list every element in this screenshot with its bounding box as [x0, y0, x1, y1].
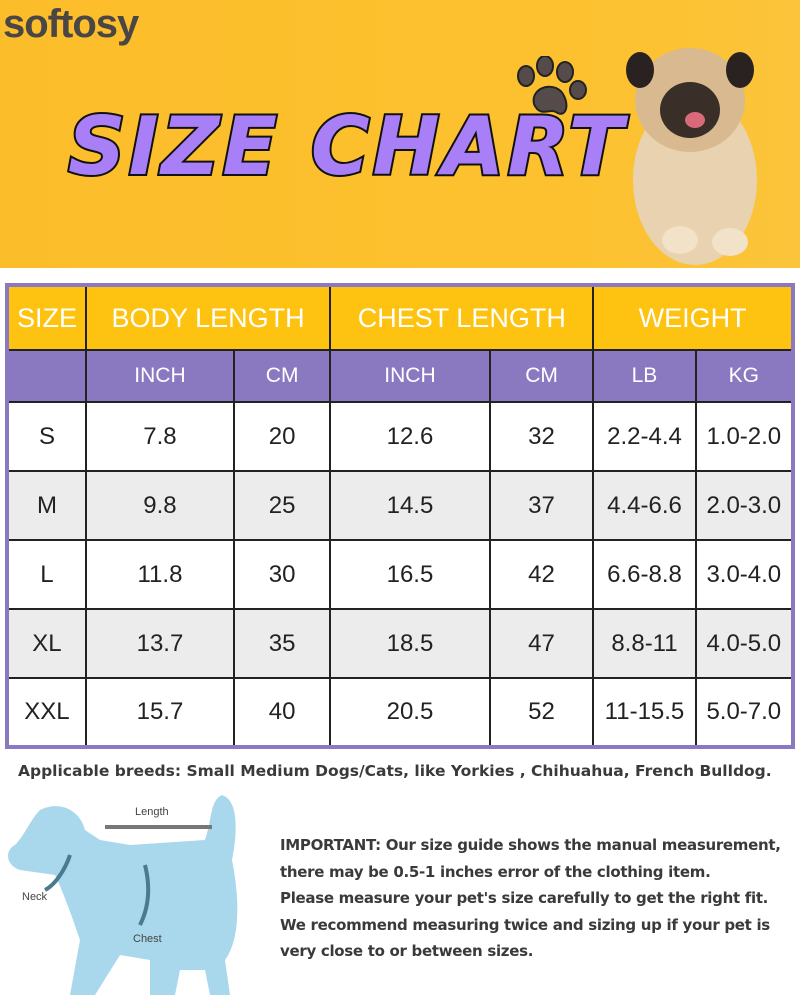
size-table: SIZE BODY LENGTH CHEST LENGTH WEIGHT INC… — [5, 283, 795, 749]
size-cell: XXL — [6, 677, 87, 748]
value-cell: 7.8 — [84, 401, 236, 472]
neck-label: Neck — [22, 891, 48, 903]
table-row: XL 13.7 35 18.5 47 8.8-11 4.0-5.0 — [6, 608, 795, 679]
value-cell: 18.5 — [329, 608, 491, 679]
unit-header: INCH — [84, 349, 236, 403]
note-line: very close to or between sizes. — [280, 942, 534, 960]
value-cell: 1.0-2.0 — [694, 401, 795, 472]
size-cell: S — [6, 401, 87, 472]
value-cell: 30 — [232, 539, 332, 610]
banner: softosy SIZE CHART — [0, 0, 800, 268]
note-line: We recommend measuring twice and sizing … — [280, 915, 770, 934]
value-cell: 20 — [232, 401, 332, 472]
value-cell: 2.0-3.0 — [694, 470, 795, 541]
value-cell: 15.7 — [84, 677, 236, 748]
header-chest-length: CHEST LENGTH — [329, 284, 595, 351]
value-cell: 52 — [488, 677, 595, 748]
header-weight: WEIGHT — [592, 284, 794, 351]
value-cell: 32 — [488, 401, 595, 472]
size-cell: L — [6, 539, 87, 610]
note-line: there may be 0.5-1 inches error of the c… — [280, 862, 711, 881]
unit-header: CM — [488, 349, 595, 403]
note-line: IMPORTANT: Our size guide shows the manu… — [280, 836, 781, 854]
value-cell: 6.6-8.8 — [592, 539, 697, 610]
value-cell: 14.5 — [329, 470, 491, 541]
value-cell: 16.5 — [329, 539, 491, 610]
unit-blank — [6, 349, 87, 403]
header-body-length: BODY LENGTH — [84, 284, 332, 351]
important-note: IMPORTANT: Our size guide shows the manu… — [280, 832, 781, 965]
value-cell: 11.8 — [84, 539, 236, 610]
value-cell: 20.5 — [329, 677, 491, 748]
table-row: S 7.8 20 12.6 32 2.2-4.4 1.0-2.0 — [6, 401, 795, 472]
value-cell: 11-15.5 — [592, 677, 697, 748]
note-line: Please measure your pet's size carefully… — [280, 889, 769, 907]
header-size: SIZE — [6, 284, 87, 351]
value-cell: 25 — [232, 470, 332, 541]
value-cell: 8.8-11 — [592, 608, 697, 679]
value-cell: 4.0-5.0 — [694, 608, 795, 679]
applicable-breeds: Applicable breeds: Small Medium Dogs/Cat… — [18, 762, 772, 780]
brand-logo: softosy — [3, 2, 139, 46]
value-cell: 13.7 — [84, 608, 236, 679]
table-row: M 9.8 25 14.5 37 4.4-6.6 2.0-3.0 — [6, 470, 795, 541]
value-cell: 47 — [488, 608, 595, 679]
chest-label: Chest — [133, 933, 162, 945]
value-cell: 37 — [488, 470, 595, 541]
value-cell: 2.2-4.4 — [592, 401, 697, 472]
size-cell: M — [6, 470, 87, 541]
page-title: SIZE CHART — [66, 98, 627, 195]
value-cell: 12.6 — [329, 401, 491, 472]
pug-photo — [626, 48, 757, 265]
unit-header: LB — [592, 349, 697, 403]
unit-header: KG — [694, 349, 795, 403]
unit-header-row: INCH CM INCH CM LB KG — [6, 349, 795, 403]
group-header-row: SIZE BODY LENGTH CHEST LENGTH WEIGHT — [6, 284, 794, 351]
value-cell: 5.0-7.0 — [694, 677, 795, 748]
value-cell: 3.0-4.0 — [694, 539, 795, 610]
value-cell: 40 — [232, 677, 332, 748]
length-label: Length — [135, 806, 169, 818]
unit-header: CM — [232, 349, 332, 403]
dog-measurement-diagram: Length Neck Chest — [8, 795, 238, 995]
size-cell: XL — [6, 608, 87, 679]
value-cell: 42 — [488, 539, 595, 610]
value-cell: 4.4-6.6 — [592, 470, 697, 541]
value-cell: 9.8 — [84, 470, 236, 541]
paw-icon — [517, 56, 587, 115]
table-row: XXL 15.7 40 20.5 52 11-15.5 5.0-7.0 — [6, 677, 795, 748]
value-cell: 35 — [232, 608, 332, 679]
table-row: L 11.8 30 16.5 42 6.6-8.8 3.0-4.0 — [6, 539, 795, 610]
unit-header: INCH — [329, 349, 491, 403]
